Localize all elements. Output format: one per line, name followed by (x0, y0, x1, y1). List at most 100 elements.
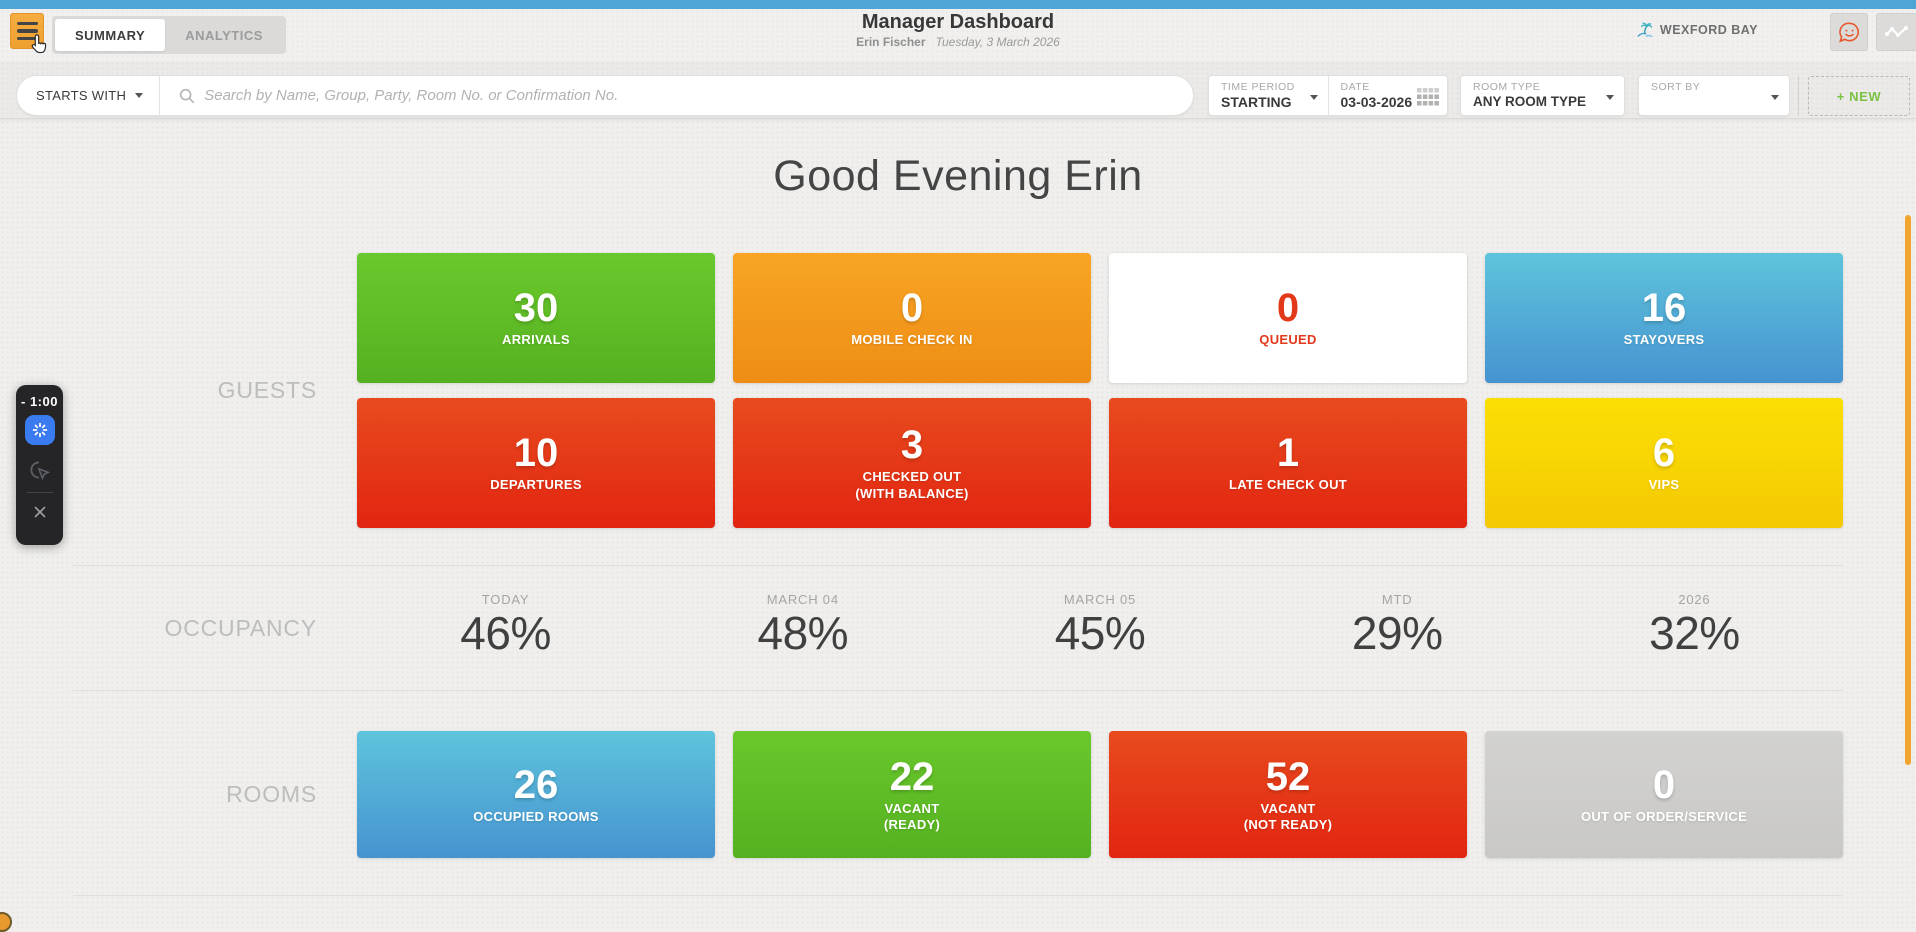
section-divider (73, 690, 1843, 691)
cursor-click-icon (29, 460, 50, 480)
date-value: 03-03-2026 (1340, 94, 1413, 110)
tile-label: MOBILE CHECK IN (851, 332, 973, 348)
occupancy-column: MARCH 04 48% (757, 592, 849, 659)
new-reservation-button[interactable]: + NEW (1808, 76, 1910, 116)
click-tracking-button[interactable] (26, 456, 53, 483)
tile-label: VIPS (1648, 477, 1680, 493)
palm-island-icon (1637, 22, 1653, 38)
hamburger-icon (16, 21, 38, 26)
tile-stayovers[interactable]: 16 STAYOVERS (1485, 253, 1843, 383)
occupancy-column: MARCH 05 45% (1054, 592, 1146, 659)
current-date: Tuesday, 3 March 2026 (935, 35, 1060, 49)
chevron-down-icon (135, 93, 144, 98)
tile-vacant-not-ready[interactable]: 52 VACANT (NOT READY) (1109, 731, 1467, 858)
recorder-spinner-button[interactable] (24, 415, 55, 445)
room-type-dropdown[interactable]: ROOM TYPE ANY ROOM TYPE (1460, 75, 1625, 116)
widget-close-button[interactable] (28, 500, 51, 523)
occupancy-column: TODAY 46% (460, 592, 551, 659)
time-period-value: STARTING (1221, 94, 1292, 110)
tile-occupied-rooms[interactable]: 26 OCCUPIED ROOMS (357, 731, 715, 858)
calendar-grid-icon (1417, 88, 1439, 106)
tile-value: 22 (889, 754, 935, 799)
tab-analytics[interactable]: ANALYTICS (185, 27, 263, 43)
tile-departures[interactable]: 10 DEPARTURES (357, 398, 715, 528)
rooms-tile-grid: 26 OCCUPIED ROOMS 22 VACANT (READY) 52 V… (357, 731, 1843, 858)
close-icon (34, 506, 45, 517)
tile-value: 52 (1265, 754, 1311, 799)
filter-bar: STARTS WITH TIME PERIOD STARTING DATE 03… (0, 61, 1916, 119)
tile-value: 0 (1652, 762, 1676, 807)
occupancy-column: 2026 32% (1649, 592, 1740, 659)
sort-by-label: SORT BY (1651, 81, 1701, 93)
tile-mobile-check-in[interactable]: 0 MOBILE CHECK IN (733, 253, 1091, 383)
tile-label: OUT OF ORDER/SERVICE (1580, 808, 1748, 824)
tile-arrivals[interactable]: 30 ARRIVALS (357, 253, 715, 383)
feedback-button[interactable] (1830, 13, 1868, 51)
match-mode-value: STARTS WITH (36, 88, 127, 103)
guests-tile-grid: 30 ARRIVALS 0 MOBILE CHECK IN 0 QUEUED 1… (357, 253, 1843, 528)
tile-label: OCCUPIED ROOMS (473, 808, 599, 824)
scrollbar-thumb[interactable] (1905, 215, 1911, 765)
recorder-timer: - 1:00 (21, 394, 58, 409)
occupancy-grid: TODAY 46% MARCH 04 48% MARCH 05 45% MTD … (357, 592, 1843, 660)
search-bar: STARTS WITH (16, 75, 1194, 116)
chevron-down-icon (1606, 95, 1614, 100)
property-name: WEXFORD BAY (1659, 23, 1758, 37)
title-block: Manager Dashboard Erin Fischer Tuesday, 3… (0, 11, 1916, 49)
property-selector[interactable]: WEXFORD BAY (1636, 21, 1758, 39)
tile-value: 10 (513, 431, 559, 476)
tile-label: VACANT (NOT READY) (1243, 800, 1333, 832)
activity-button[interactable] (1876, 13, 1916, 51)
view-tabs: SUMMARY ANALYTICS (52, 16, 286, 54)
tile-vacant-ready[interactable]: 22 VACANT (READY) (733, 731, 1091, 858)
page-title: Manager Dashboard (861, 11, 1055, 33)
tile-label: VACANT (READY) (883, 800, 941, 832)
tile-queued[interactable]: 0 QUEUED (1109, 253, 1467, 383)
section-divider (73, 895, 1843, 896)
menu-button[interactable] (10, 13, 44, 49)
tile-value: 16 (1641, 286, 1687, 331)
tile-value: 0 (900, 286, 924, 331)
tile-value: 1 (1276, 431, 1300, 476)
tile-value: 3 (900, 423, 924, 468)
date-label: DATE (1340, 81, 1370, 93)
tile-vips[interactable]: 6 VIPS (1485, 398, 1843, 528)
date-picker[interactable]: DATE 03-03-2026 (1329, 76, 1448, 115)
header: SUMMARY ANALYTICS Manager Dashboard Erin… (0, 9, 1916, 61)
tile-value: 26 (513, 762, 559, 807)
top-accent-strip (0, 0, 1916, 9)
activity-chart-icon (1885, 26, 1908, 37)
tile-label: DEPARTURES (490, 477, 582, 493)
tile-label: QUEUED (1259, 332, 1317, 348)
tile-label: STAYOVERS (1623, 332, 1705, 348)
section-divider (73, 565, 1843, 566)
tab-summary[interactable]: SUMMARY (55, 19, 166, 51)
search-input[interactable] (204, 87, 1193, 104)
user-name: Erin Fischer (856, 35, 926, 49)
chevron-down-icon (1771, 95, 1779, 100)
section-label-rooms: ROOMS (226, 781, 317, 807)
tile-out-of-order-service[interactable]: 0 OUT OF ORDER/SERVICE (1485, 731, 1843, 858)
room-type-label: ROOM TYPE (1473, 81, 1541, 93)
greeting-heading: Good Evening Erin (773, 152, 1143, 200)
smiley-chat-icon (1838, 22, 1859, 43)
section-label-occupancy: OCCUPANCY (164, 614, 317, 641)
time-period-dropdown[interactable]: TIME PERIOD STARTING (1209, 76, 1328, 115)
sort-by-dropdown[interactable]: SORT BY (1638, 75, 1790, 116)
recorder-widget: - 1:00 (16, 385, 63, 545)
tile-label: LATE CHECK OUT (1228, 477, 1348, 493)
tile-value: 0 (1276, 286, 1300, 331)
tile-value: 30 (513, 286, 559, 331)
time-period-label: TIME PERIOD (1221, 81, 1295, 93)
search-icon (180, 88, 195, 103)
tile-late-check-out[interactable]: 1 LATE CHECK OUT (1109, 398, 1467, 528)
tile-value: 6 (1652, 431, 1676, 476)
room-type-value: ANY ROOM TYPE (1473, 94, 1587, 109)
chevron-down-icon (1309, 95, 1318, 100)
tile-checked-out-with-balance[interactable]: 3 CHECKED OUT (WITH BALANCE) (733, 398, 1091, 528)
tile-label: CHECKED OUT (WITH BALANCE) (855, 469, 969, 501)
section-label-guests: GUESTS (217, 377, 317, 403)
tile-label: ARRIVALS (502, 332, 570, 348)
match-mode-dropdown[interactable]: STARTS WITH (17, 88, 159, 103)
corner-badge (0, 912, 12, 932)
